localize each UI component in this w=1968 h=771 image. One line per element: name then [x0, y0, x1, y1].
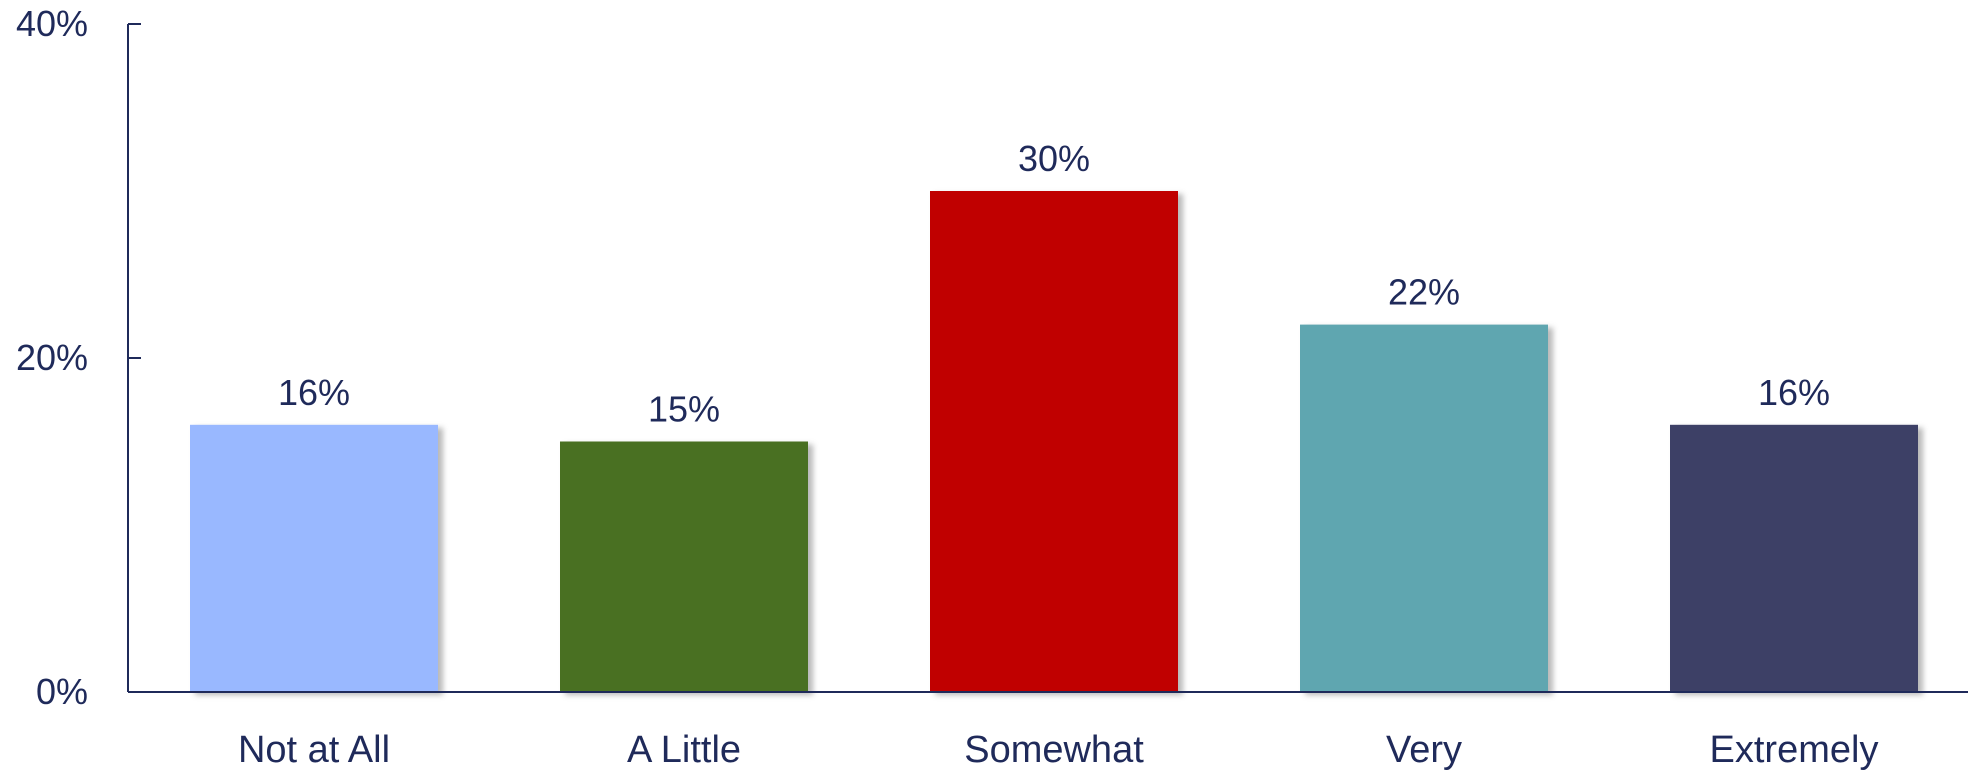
data-label: 22% [1388, 272, 1460, 313]
data-label: 30% [1018, 138, 1090, 179]
y-tick-label: 0% [36, 671, 88, 712]
bars-group [190, 191, 1918, 692]
y-tick-label: 40% [16, 3, 88, 44]
x-tick-label: Extremely [1710, 729, 1879, 771]
data-label: 16% [278, 372, 350, 413]
bar [1670, 424, 1918, 692]
y-axis: 0% 20% 40% [16, 3, 141, 712]
bar [930, 191, 1178, 692]
y-tick-label: 20% [16, 337, 88, 378]
bar [190, 424, 438, 692]
bar [560, 441, 808, 692]
x-axis-labels: Not at All A Little Somewhat Very Extremely [238, 729, 1879, 771]
data-labels-group: 16% 15% 30% 22% 16% [278, 138, 1830, 430]
x-tick-label: Not at All [238, 729, 390, 771]
x-tick-label: Somewhat [964, 729, 1144, 771]
x-tick-label: A Little [627, 729, 741, 771]
bar [1300, 324, 1548, 692]
x-tick-label: Very [1386, 729, 1462, 771]
data-label: 16% [1758, 372, 1830, 413]
data-label: 15% [648, 389, 720, 430]
